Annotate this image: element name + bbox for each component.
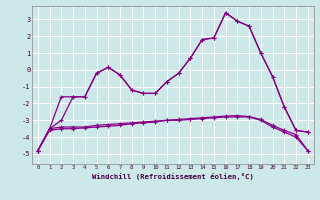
X-axis label: Windchill (Refroidissement éolien,°C): Windchill (Refroidissement éolien,°C): [92, 173, 254, 180]
